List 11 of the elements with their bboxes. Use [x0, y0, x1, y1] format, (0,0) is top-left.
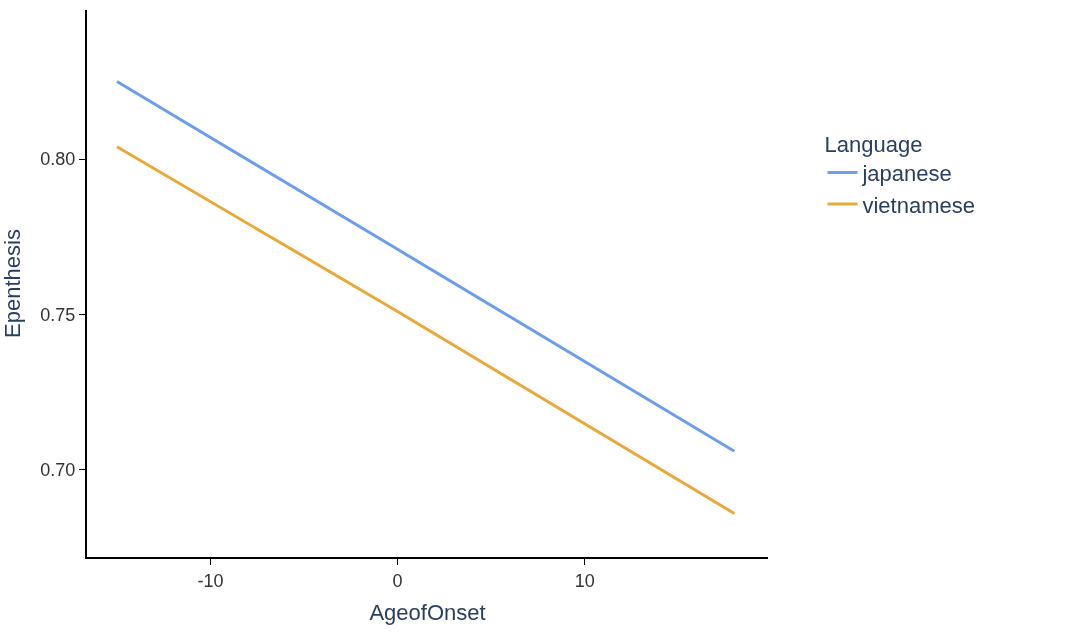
- x-tick-label: 0: [392, 570, 403, 591]
- y-tick-label: 0.70: [40, 460, 76, 481]
- x-tick-label: -10: [197, 570, 224, 591]
- y-axis-title: Epenthesis: [0, 229, 25, 338]
- y-tick-label: 0.75: [40, 304, 76, 325]
- legend-label: japanese: [861, 161, 952, 187]
- y-tick-label: 0.80: [40, 149, 76, 170]
- legend-label: vietnamese: [862, 192, 975, 218]
- x-axis-title: AgeofOnset: [369, 600, 486, 625]
- legend-title: Language: [824, 131, 923, 157]
- x-tick-label: 10: [574, 570, 595, 591]
